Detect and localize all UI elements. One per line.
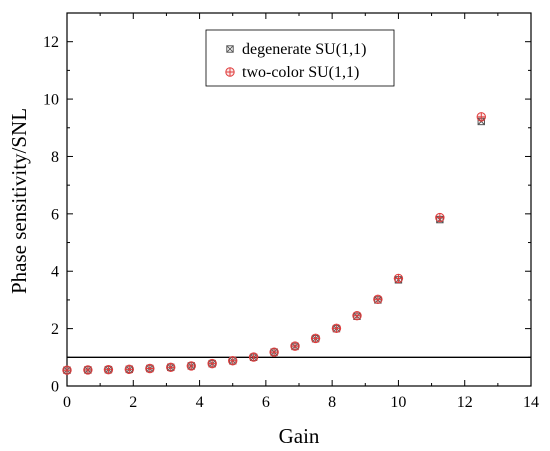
x-tick-label: 0 [63, 394, 71, 411]
data-point-series-1 [373, 294, 383, 305]
data-point-series-1 [310, 333, 321, 344]
marker-square [226, 45, 234, 53]
x-tick-label: 6 [262, 394, 270, 411]
data-point-series-1 [62, 365, 72, 375]
data-point-series-1 [166, 362, 176, 373]
data-point-series-1 [476, 112, 486, 122]
data-point-series-1 [186, 361, 196, 371]
y-tick-label: 0 [51, 379, 59, 396]
y-tick-label: 4 [51, 264, 59, 281]
legend-marker-two-color [225, 67, 235, 77]
data-point-series-1 [435, 212, 445, 223]
x-tick-label: 2 [129, 394, 137, 411]
data-point-series-1 [290, 341, 300, 351]
y-tick-label: 2 [51, 321, 59, 338]
data-point-series-1 [124, 364, 135, 375]
y-tick-label: 10 [43, 92, 59, 109]
data-point-series-1 [228, 356, 238, 366]
x-axis-label: Gain [279, 424, 320, 448]
data-markers [62, 112, 486, 375]
data-point-series-1 [331, 323, 342, 334]
y-tick-label: 6 [51, 206, 59, 223]
legend-entry-degenerate: degenerate SU(1,1) [242, 41, 366, 58]
data-point-series-1 [269, 347, 279, 357]
x-tick-label: 12 [457, 394, 473, 411]
data-point-series-1 [352, 311, 362, 321]
legend-symbol-two-color [225, 67, 235, 77]
data-point-series-1 [248, 352, 259, 362]
x-tick-label: 8 [328, 394, 336, 411]
y-axis-label: Phase sensitivity/SNL [7, 108, 31, 294]
x-tick-label: 14 [523, 394, 539, 411]
axis-ticks: 0 2 4 6 8 10 12 14 0 2 4 6 8 10 12 [43, 13, 539, 411]
data-point-series-1 [207, 358, 217, 369]
x-tick-label: 4 [196, 394, 204, 411]
y-tick-label: 8 [51, 149, 59, 166]
marker-cross [226, 45, 234, 53]
data-point-series-1 [145, 363, 155, 374]
data-point-series-1 [83, 365, 93, 375]
x-tick-label: 10 [390, 394, 406, 411]
legend: degenerate SU(1,1) two-color SU(1,1) [205, 29, 395, 87]
legend-marker-degenerate [226, 45, 234, 53]
legend-symbol-degenerate [226, 45, 234, 53]
legend-box [205, 29, 395, 87]
data-point-series-1 [103, 364, 114, 375]
y-tick-label: 12 [43, 34, 59, 51]
legend-entry-two-color: two-color SU(1,1) [242, 64, 359, 81]
data-point-series-1 [393, 273, 404, 284]
